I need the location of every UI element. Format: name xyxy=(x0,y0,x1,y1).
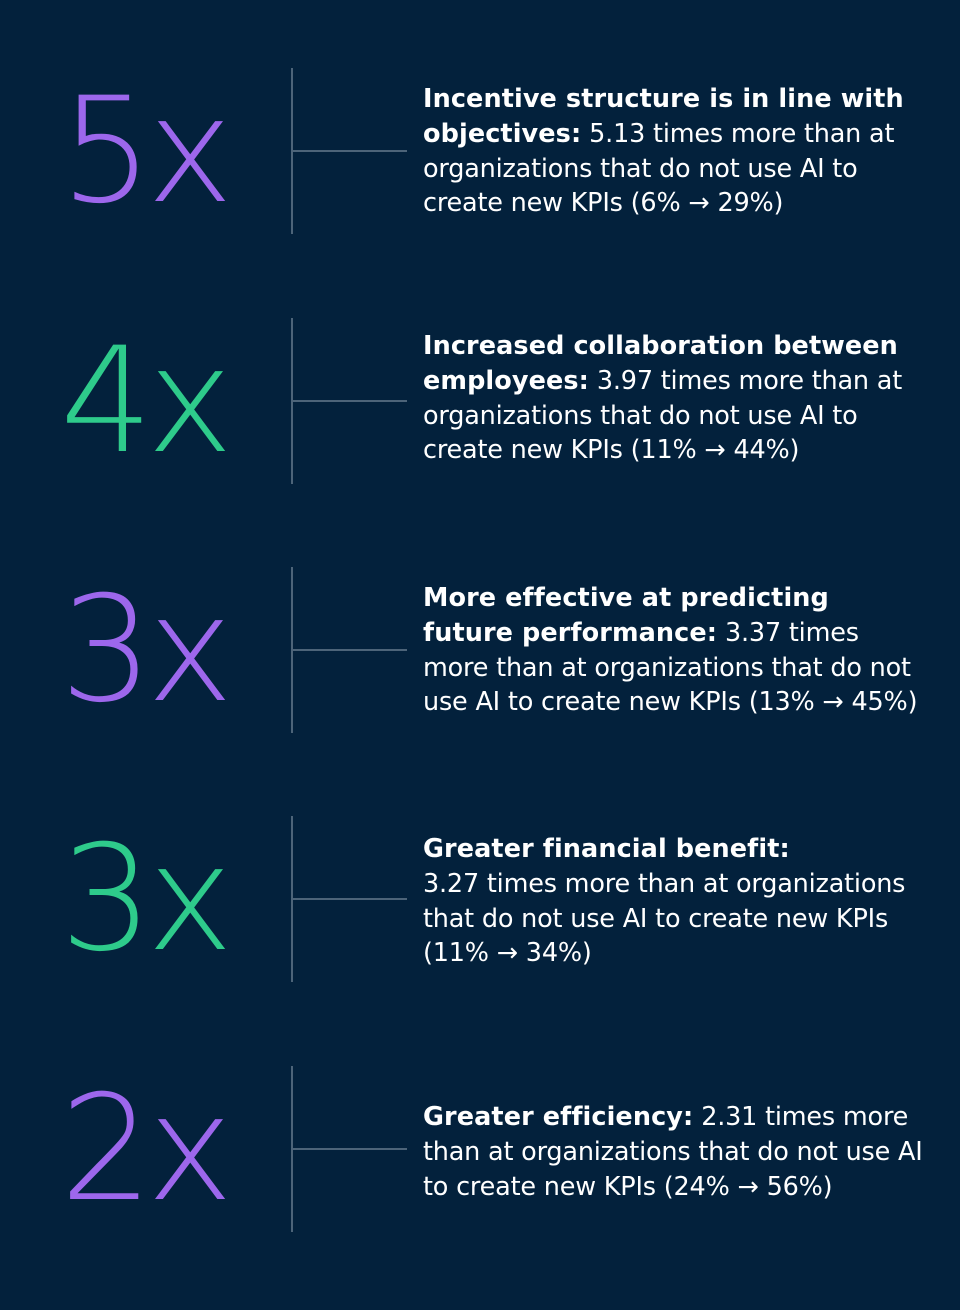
stat-lead-text: Greater efficiency: xyxy=(423,1102,694,1132)
multiplier-value: 4x xyxy=(60,316,233,486)
stat-description-financial-benefit: Greater financial benefit: 3.27 times mo… xyxy=(423,832,923,971)
connector-line xyxy=(293,898,407,900)
stat-detail-text: 5.13 times more than at organizations th… xyxy=(423,118,895,219)
stat-lead-text: Incentive structure is in line with obje… xyxy=(423,84,904,149)
stat-lead-text: More effective at predicting future perf… xyxy=(423,583,829,648)
stat-description-collaboration: Increased collaboration between employee… xyxy=(423,329,923,468)
connector-line xyxy=(293,649,407,651)
vertical-divider xyxy=(291,68,293,234)
multiplier-value: 5x xyxy=(60,66,233,236)
stat-row-efficiency: 2x xyxy=(0,1066,960,1232)
stat-row-financial-benefit: 3x xyxy=(0,816,960,982)
stat-detail-text: 2.31 times more than at organizations th… xyxy=(423,1102,923,1202)
vertical-divider xyxy=(291,816,293,982)
vertical-divider xyxy=(291,1066,293,1232)
stat-row-collaboration: 4x xyxy=(0,318,960,484)
vertical-divider xyxy=(291,567,293,733)
stat-description-incentive-structure: Incentive structure is in line with obje… xyxy=(423,82,923,221)
stat-description-efficiency: Greater efficiency: 2.31 times more than… xyxy=(423,1100,923,1204)
stat-row-predicting-performance: 3x xyxy=(0,567,960,733)
connector-line xyxy=(293,400,407,402)
stat-lead-text: Greater financial benefit: xyxy=(423,834,790,864)
stat-detail-text: 3.37 times more than at organizations th… xyxy=(423,617,918,718)
connector-line xyxy=(293,1148,407,1150)
stat-description-predicting-performance: More effective at predicting future perf… xyxy=(423,581,923,720)
stat-lead-text: Increased collaboration between employee… xyxy=(423,331,898,396)
stat-detail-text: 3.97 times more than at organizations th… xyxy=(423,365,902,466)
vertical-divider xyxy=(291,318,293,484)
connector-line xyxy=(293,150,407,152)
multiplier-value: 2x xyxy=(60,1064,233,1234)
stat-detail-text: 3.27 times more than at organizations th… xyxy=(423,868,906,969)
multiplier-value: 3x xyxy=(60,565,233,735)
stat-row-incentive-structure: 5x xyxy=(0,68,960,234)
multiplier-value: 3x xyxy=(60,814,233,984)
